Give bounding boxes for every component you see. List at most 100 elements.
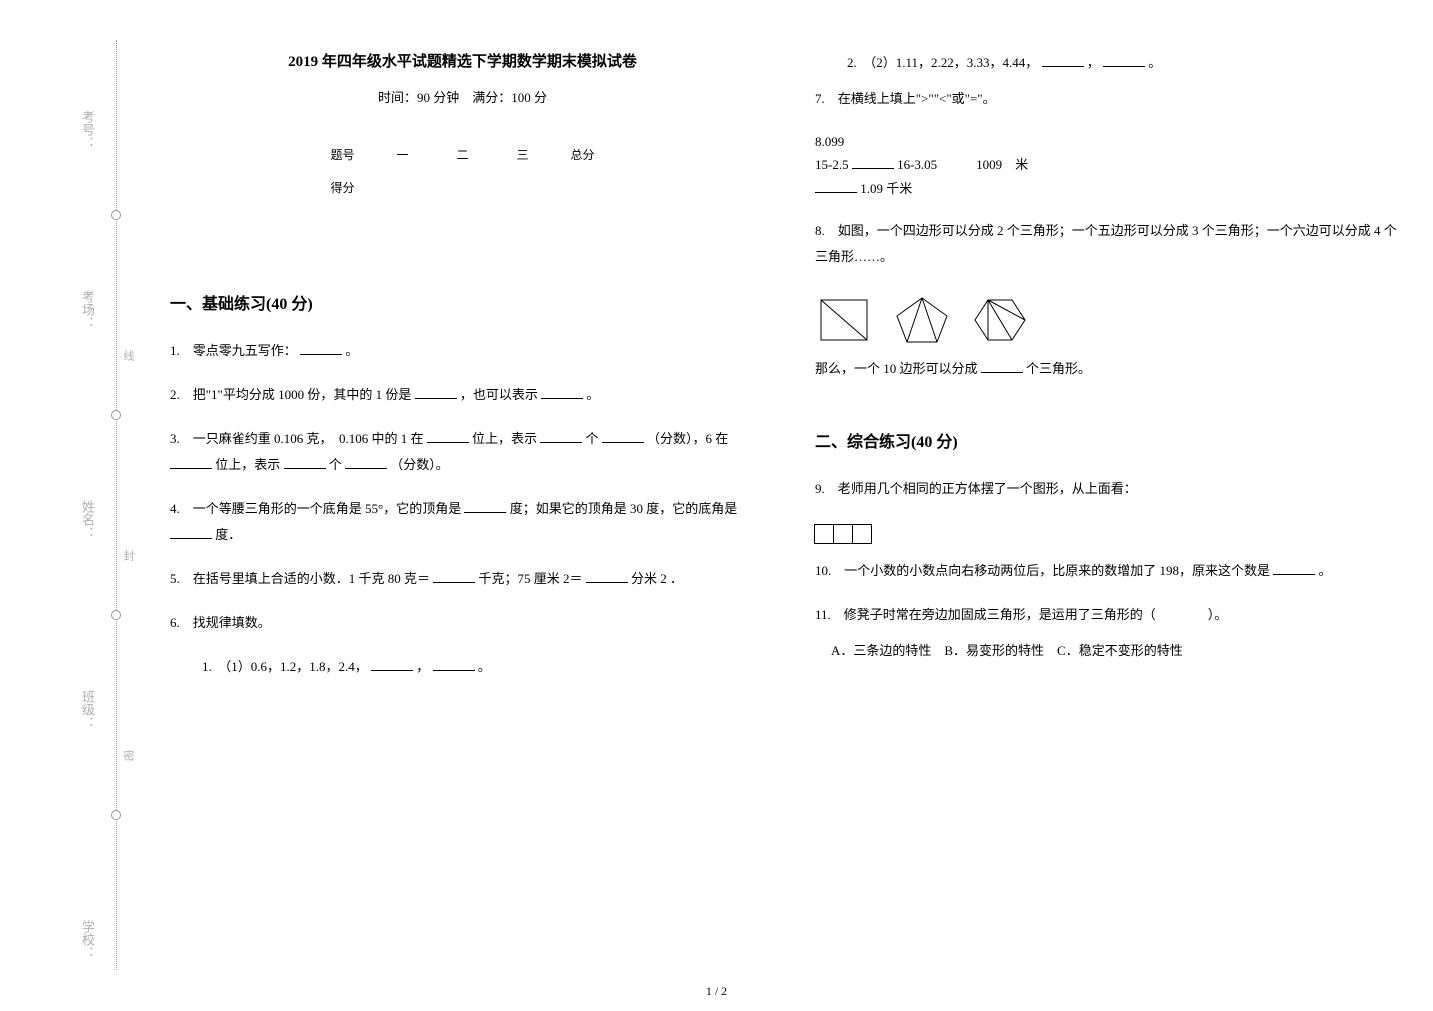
q6-2-c: 。 <box>1148 55 1161 70</box>
top-view-cell <box>814 524 834 544</box>
q3-c: 个 <box>586 431 599 446</box>
exam-subtitle: 时间：90 分钟 满分：100 分 <box>170 87 755 106</box>
q5-b: 千克；75 厘米 2＝ <box>479 571 583 586</box>
blank <box>170 525 212 539</box>
blank <box>284 455 326 469</box>
q3-g: （分数）。 <box>390 457 449 472</box>
q9-text: 9. 老师用几个相同的正方体摆了一个图形，从上面看： <box>815 481 1137 496</box>
blank <box>815 179 857 193</box>
question-2: 2. 把"1"平均分成 1000 份，其中的 1 份是 ，也可以表示 。 <box>170 382 755 408</box>
q7-line2a: 15-2.5 <box>815 157 849 172</box>
q11-text: 11. 修凳子时常在旁边加固成三角形，是运用了三角形的（ ）。 <box>815 607 1227 622</box>
blank <box>540 429 582 443</box>
binding-label-school: 学校： <box>78 920 97 959</box>
q4-c: 度． <box>215 527 241 542</box>
q2-text-a: 2. 把"1"平均分成 1000 份，其中的 1 份是 <box>170 387 411 402</box>
q6-2-b: ， <box>1087 55 1100 70</box>
q4-b: 度；如果它的顶角是 30 度，它的底角是 <box>510 501 738 516</box>
q11-options: A．三条边的特性 B．易变形的特性 C．稳定不变形的特性 <box>831 638 1400 664</box>
q5-c: 分米 2 ． <box>631 571 683 586</box>
blank <box>541 385 583 399</box>
q1-text: 1. 零点零九五写作： <box>170 343 297 358</box>
question-10: 10. 一个小数的小数点向右移动两位后，比原来的数增加了 198，原来这个数是 … <box>815 558 1400 584</box>
score-cell <box>508 179 538 196</box>
score-table-wrap: 题号 一 二 三 总分 得分 <box>170 130 755 212</box>
q2-end: 。 <box>586 387 599 402</box>
score-table: 题号 一 二 三 总分 得分 <box>298 130 628 212</box>
top-view-figure <box>815 524 1400 544</box>
binding-label-class: 班级： <box>78 690 97 729</box>
q3-e: 位上，表示 <box>215 457 280 472</box>
top-view-cell <box>833 524 853 544</box>
page-content: 2019 年四年级水平试题精选下学期数学期末模拟试卷 时间：90 分钟 满分：1… <box>170 50 1400 990</box>
score-header-label: 题号 <box>328 146 358 163</box>
binding-circle-icon <box>111 610 121 620</box>
binding-label-number: 考号： <box>78 110 97 149</box>
q8-after-b: 个三角形。 <box>1026 361 1091 376</box>
question-9: 9. 老师用几个相同的正方体摆了一个图形，从上面看： <box>815 476 1400 502</box>
binding-dotted-line <box>116 40 117 970</box>
question-5: 5. 在括号里填上合适的小数．1 千克 80 克＝ 千克；75 厘米 2＝ 分米… <box>170 566 755 592</box>
question-6: 6. 找规律填数。 <box>170 610 755 636</box>
q2-text-b: ，也可以表示 <box>460 387 538 402</box>
score-cell <box>448 179 478 196</box>
q10-b: 。 <box>1319 563 1332 578</box>
binding-mark-xian: 线 <box>120 350 136 361</box>
q6-1-a: 1. （1）0.6，1.2，1.8，2.4， <box>202 659 368 674</box>
q6-1-c: 。 <box>478 659 491 674</box>
q5-a: 5. 在括号里填上合适的小数．1 千克 80 克＝ <box>170 571 430 586</box>
question-1: 1. 零点零九五写作： 。 <box>170 338 755 364</box>
blank <box>1042 53 1084 67</box>
q8-after-a: 那么，一个 10 边形可以分成 <box>815 361 978 376</box>
right-column: 2. （2）1.11，2.22，3.33，4.44， ， 。 7. 在横线上填上… <box>815 50 1400 990</box>
binding-circle-icon <box>111 210 121 220</box>
quadrilateral-icon <box>815 294 873 346</box>
question-6-1: 1. （1）0.6，1.2，1.8，2.4， ， 。 <box>202 654 755 680</box>
binding-circle-icon <box>111 810 121 820</box>
blank <box>170 455 212 469</box>
q1-end: 。 <box>345 343 358 358</box>
q6-text: 6. 找规律填数。 <box>170 615 271 630</box>
question-8-after: 那么，一个 10 边形可以分成 个三角形。 <box>815 356 1400 382</box>
question-7-items: 8.099 15-2.5 16-3.05 1009 米 1.09 千米 <box>815 130 1400 200</box>
score-col: 三 <box>508 146 538 163</box>
polygon-shapes <box>815 294 1400 346</box>
score-col: 二 <box>448 146 478 163</box>
pentagon-icon <box>893 294 951 346</box>
score-row-label: 得分 <box>328 179 358 196</box>
q10-a: 10. 一个小数的小数点向右移动两位后，比原来的数增加了 198，原来这个数是 <box>815 563 1270 578</box>
score-cell <box>388 179 418 196</box>
question-7: 7. 在横线上填上">""<"或"="。 <box>815 86 1400 112</box>
blank <box>586 569 628 583</box>
score-col: 总分 <box>568 146 598 163</box>
q3-b: 位上，表示 <box>472 431 537 446</box>
blank <box>1103 53 1145 67</box>
score-col: 一 <box>388 146 418 163</box>
question-8: 8. 如图，一个四边形可以分成 2 个三角形；一个五边形可以分成 3 个三角形；… <box>815 218 1400 270</box>
blank <box>1273 561 1315 575</box>
binding-mark-mi: 密 <box>120 750 136 761</box>
section-1-header: 一、基础练习(40 分) <box>170 290 755 314</box>
q7-text: 7. 在横线上填上">""<"或"="。 <box>815 91 996 106</box>
question-11: 11. 修凳子时常在旁边加固成三角形，是运用了三角形的（ ）。 A．三条边的特性… <box>815 602 1400 664</box>
blank <box>433 569 475 583</box>
top-view-cell <box>852 524 872 544</box>
binding-label-name: 姓名： <box>78 500 97 539</box>
blank <box>415 385 457 399</box>
q7-line1: 8.099 <box>815 134 844 149</box>
question-4: 4. 一个等腰三角形的一个底角是 55°，它的顶角是 度；如果它的顶角是 30 … <box>170 496 755 548</box>
exam-title: 2019 年四年级水平试题精选下学期数学期末模拟试卷 <box>170 50 755 71</box>
q7-line2b: 16-3.05 1009 米 <box>897 157 1028 172</box>
blank <box>464 499 506 513</box>
q6-2-a: 2. （2）1.11，2.22，3.33，4.44， <box>847 55 1038 70</box>
blank <box>852 155 894 169</box>
q3-d: （分数），6 在 <box>647 431 728 446</box>
binding-edge: 学校： 密 班级： 封 姓名： 线 考场： 考号： <box>78 40 118 970</box>
blank <box>345 455 387 469</box>
page-number: 1 / 2 <box>706 984 727 999</box>
hexagon-icon <box>971 294 1029 346</box>
binding-circle-icon <box>111 410 121 420</box>
section-2-header: 二、综合练习(40 分) <box>815 428 1400 452</box>
binding-label-room: 考场： <box>78 290 97 329</box>
q3-f: 个 <box>329 457 342 472</box>
